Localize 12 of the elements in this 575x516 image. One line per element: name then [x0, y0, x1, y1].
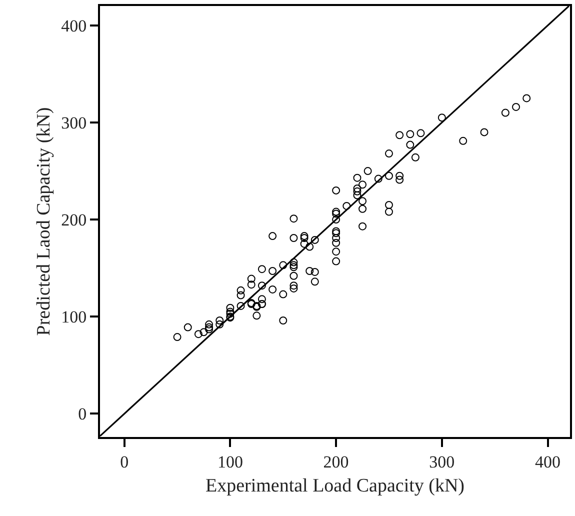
y-tick-label: 100 — [61, 308, 87, 327]
y-tick-label: 300 — [61, 113, 87, 132]
x-tick-label: 100 — [217, 452, 243, 472]
x-axis-title: Experimental Load Capacity (kN) — [205, 476, 465, 497]
x-tick-label: 300 — [429, 452, 455, 472]
x-tick-label: 400 — [535, 452, 561, 472]
y-tick-label: 0 — [78, 404, 87, 424]
y-tick-label: 200 — [61, 210, 87, 230]
x-tick-label: 200 — [323, 452, 349, 472]
x-tick-label: 0 — [120, 452, 129, 472]
y-axis-title: Predicted Laod Capacity (kN) — [33, 107, 54, 336]
y-tick-label: 400 — [61, 16, 87, 36]
